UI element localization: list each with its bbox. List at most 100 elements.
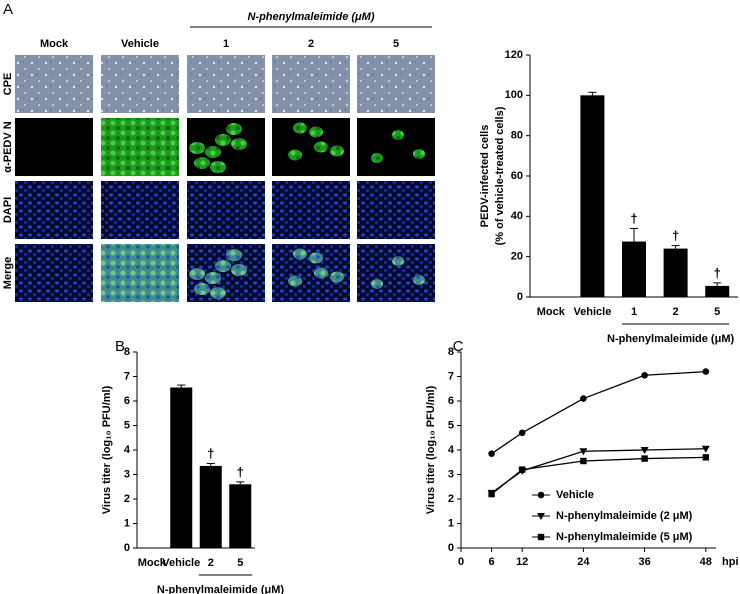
infected-focus	[194, 157, 210, 169]
column-label: 2	[308, 38, 314, 50]
infected-focus	[293, 122, 307, 134]
x-tick-label: Vehicle	[162, 557, 200, 569]
micrograph	[101, 181, 179, 239]
infected-focus	[210, 161, 226, 173]
micrograph	[15, 181, 93, 239]
infected-focus	[205, 146, 221, 158]
row-label: CPE	[2, 73, 14, 96]
infected-focus	[231, 264, 247, 276]
series-line	[491, 456, 706, 495]
marker	[702, 368, 710, 375]
bar	[199, 465, 222, 548]
y-tick-label: 6	[448, 395, 454, 407]
marker	[701, 445, 710, 453]
column-label: Mock	[40, 38, 69, 50]
y-tick-label: 1	[124, 517, 130, 529]
bar	[622, 241, 646, 297]
y-tick-label: 0	[517, 291, 523, 303]
significance-mark: †	[207, 446, 214, 461]
infected-focus	[215, 134, 231, 146]
y-tick-label: 6	[124, 395, 130, 407]
y-tick-label: 0	[124, 542, 130, 554]
micrograph	[357, 244, 435, 302]
x-tick-label: 24	[577, 556, 590, 568]
marker	[580, 457, 587, 465]
micrograph	[101, 55, 179, 113]
infected-focus	[189, 268, 205, 280]
y-axis-label: PEDV-infected cells	[479, 125, 491, 228]
y-tick-label: 8	[448, 346, 454, 358]
legend-label: Vehicle	[556, 489, 594, 501]
y-tick-label: 4	[124, 444, 131, 456]
y-tick-label: 3	[124, 468, 130, 480]
infected-focus	[392, 130, 404, 140]
infected-focus	[413, 149, 425, 159]
infected-focus	[189, 142, 205, 154]
y-tick-label: 3	[448, 468, 454, 480]
y-tick-label: 7	[124, 370, 130, 382]
y-tick-label: 7	[448, 370, 454, 382]
x-axis-label: hpi	[722, 556, 739, 568]
y-tick-label: 5	[124, 419, 130, 431]
micrograph	[15, 244, 93, 302]
bar	[663, 248, 688, 297]
bar	[229, 484, 252, 548]
micrograph	[357, 55, 435, 113]
y-tick-label: 0	[448, 542, 454, 554]
x-tick-label: 0	[458, 556, 464, 568]
x-tick-label: 5	[237, 557, 243, 569]
y-tick-label: 4	[448, 444, 455, 456]
x-tick-label: 12	[516, 556, 528, 568]
infected-focus	[309, 252, 323, 264]
x-tick-label: Vehicle	[573, 306, 611, 318]
x-tick-label: 2	[673, 306, 679, 318]
marker	[488, 490, 495, 498]
y-tick-label: 80	[511, 130, 523, 142]
micrograph	[101, 118, 179, 176]
y-tick-label: 1	[448, 517, 454, 529]
micrograph	[101, 244, 179, 302]
legend-label: N-phenylmaleimide (5 μM)	[556, 531, 693, 543]
marker	[641, 371, 648, 379]
micrograph	[15, 55, 93, 113]
marker	[579, 448, 588, 456]
y-tick-label: 5	[448, 419, 454, 431]
x-tick-label: 1	[631, 306, 637, 318]
y-axis-label: Virus titer (log₁₀ PFU/ml)	[425, 385, 437, 514]
infected-focus	[330, 145, 344, 157]
infected-focus	[215, 260, 231, 272]
bar	[170, 387, 193, 548]
x-tick-label: 5	[714, 306, 720, 318]
infected-focus	[309, 126, 323, 138]
infected-focus	[226, 123, 242, 135]
infected-focus	[293, 248, 307, 260]
row-label: Merge	[2, 257, 14, 289]
marker	[640, 447, 649, 454]
micrograph	[187, 181, 265, 239]
y-tick-label: 2	[124, 493, 130, 505]
y-tick-label: 2	[448, 493, 454, 505]
micrograph	[187, 55, 265, 113]
significance-mark: †	[714, 265, 721, 280]
y-tick-label: 120	[505, 49, 523, 61]
y-tick-label: 40	[511, 210, 523, 222]
marker	[702, 454, 709, 461]
marker	[580, 395, 587, 402]
column-label: 5	[393, 38, 399, 50]
micrograph	[272, 181, 350, 239]
micrograph	[272, 55, 350, 113]
significance-mark: †	[237, 464, 244, 479]
panel-label: B	[115, 338, 125, 355]
infected-focus	[288, 275, 302, 287]
micrograph	[357, 181, 435, 239]
panel-label: C	[453, 338, 464, 355]
x-tick-label: Mock	[537, 306, 566, 318]
y-tick-label: 8	[124, 346, 130, 358]
x-tick-label: Mock	[138, 557, 167, 569]
column-label: Vehicle	[121, 38, 159, 50]
bar	[580, 95, 605, 297]
legend-label: N-phenylmaleimide (2 μM)	[556, 510, 693, 522]
row-label: DAPI	[2, 197, 14, 223]
marker	[518, 429, 526, 437]
